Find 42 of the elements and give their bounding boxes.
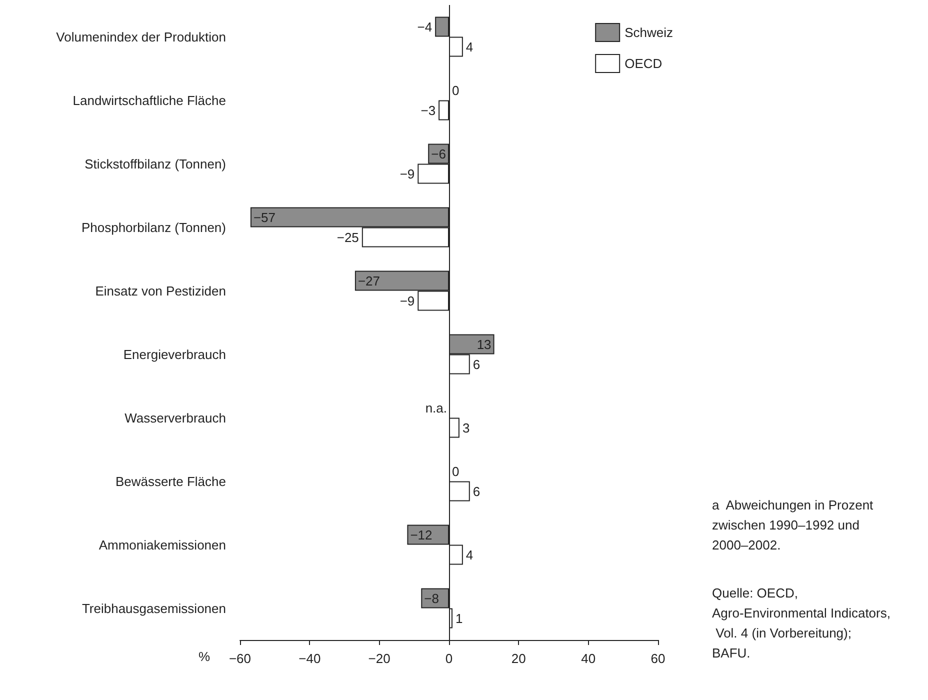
- legend-label: OECD: [624, 56, 662, 71]
- x-tick-label: 0: [445, 651, 453, 666]
- x-tick-label: 40: [581, 651, 596, 666]
- data-label: −25: [336, 230, 359, 245]
- data-label: 0: [452, 464, 460, 479]
- x-axis-title: %: [198, 649, 210, 664]
- y-tick-label: Treibhausgasemissionen: [82, 600, 226, 616]
- legend-label: Schweiz: [624, 25, 674, 40]
- x-tick-label: −40: [298, 651, 321, 666]
- data-label: −8: [424, 590, 439, 606]
- x-tick-label: 20: [511, 651, 526, 666]
- data-label: 6: [472, 356, 480, 372]
- x-tick-label: −60: [228, 651, 252, 666]
- source-note: Quelle: OECD, Agro-Environmental Indicators, Vol. 4 (in Vorbereitung); BAFU.: [712, 586, 890, 660]
- text: n.a.: [425, 400, 447, 416]
- data-label: −9: [400, 166, 415, 182]
- y-tick-label: Energieverbrauch: [123, 346, 226, 362]
- data-label: 1: [455, 610, 463, 626]
- data-label: 4: [466, 39, 474, 54]
- data-label: 13: [476, 336, 492, 352]
- data-label: −12: [410, 527, 432, 542]
- data-label: 3: [462, 420, 470, 436]
- data-label: 0: [452, 82, 460, 98]
- data-label: 4: [466, 547, 474, 562]
- x-tick-label: −20: [368, 651, 390, 666]
- text: a Abweichungen in Prozent zwischen 1990–1992 und 2000–2002.: [712, 498, 877, 552]
- y-tick-label: Einsatz von Pestiziden: [95, 283, 226, 298]
- data-label: −9: [400, 293, 415, 308]
- x-tick-label: 60: [650, 651, 666, 666]
- data-label: −3: [420, 102, 436, 118]
- data-label: −6: [431, 146, 446, 162]
- y-tick-label: Wasserverbrauch: [124, 410, 226, 426]
- data-label: −57: [253, 210, 276, 225]
- y-tick-label: Bewässerte Fläche: [115, 474, 226, 489]
- data-label: −4: [417, 19, 432, 34]
- y-tick-label: Volumenindex der Produktion: [56, 29, 226, 44]
- y-tick-label: Landwirtschaftliche Fläche: [72, 92, 226, 108]
- y-tick-label: Phosphorbilanz (Tonnen): [81, 220, 226, 235]
- y-tick-label: Stickstoffbilanz (Tonnen): [84, 156, 226, 172]
- y-tick-label: Ammoniakemissionen: [98, 537, 226, 552]
- data-label: 6: [472, 484, 480, 499]
- data-label: −27: [358, 273, 380, 288]
